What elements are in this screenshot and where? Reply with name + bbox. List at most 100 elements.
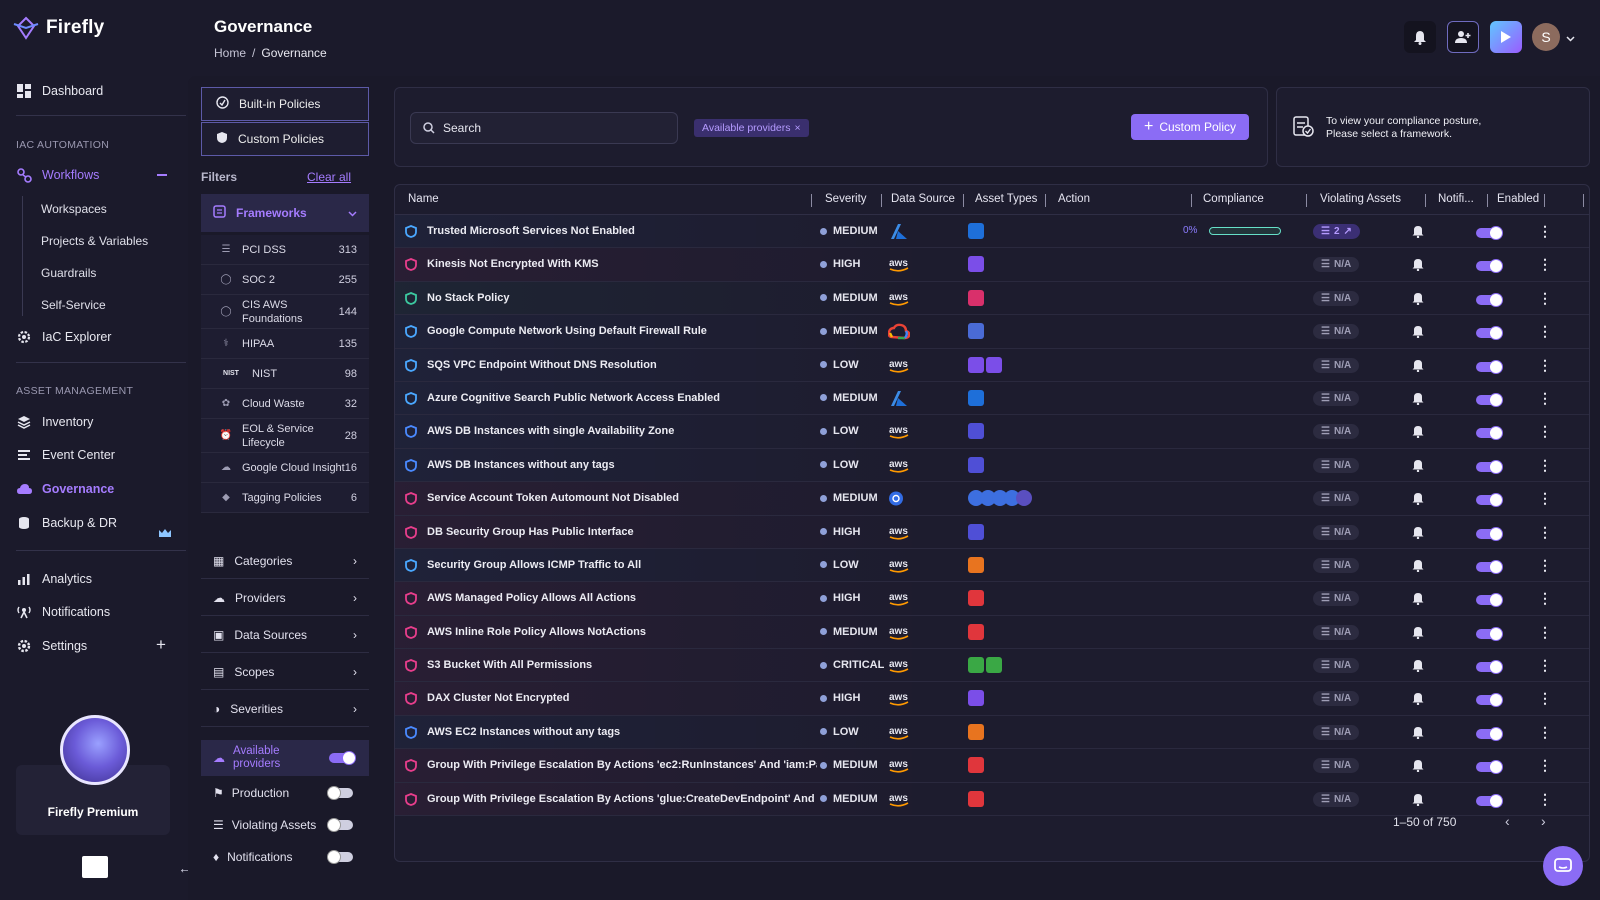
more-options-icon[interactable]: ⋮	[1538, 323, 1552, 340]
avatar[interactable]: S	[1532, 23, 1560, 51]
nav-backup-dr[interactable]: Backup & DR	[16, 512, 117, 534]
table-row[interactable]: AWS Managed Policy Allows All Actions HIG…	[395, 582, 1589, 616]
policy-name[interactable]: No Stack Policy	[427, 291, 510, 304]
enabled-toggle[interactable]	[1476, 526, 1503, 541]
policy-name[interactable]: AWS DB Instances without any tags	[427, 458, 615, 471]
more-options-icon[interactable]: ⋮	[1538, 690, 1552, 707]
notifications-button[interactable]	[1404, 21, 1436, 53]
bell-icon[interactable]	[1412, 392, 1424, 405]
bell-icon[interactable]	[1412, 359, 1424, 372]
more-options-icon[interactable]: ⋮	[1538, 723, 1552, 740]
nav-settings[interactable]: Settings	[16, 635, 87, 657]
enabled-toggle[interactable]	[1476, 459, 1503, 474]
table-row[interactable]: Kinesis Not Encrypted With KMS HIGH aws ☰ N/…	[395, 248, 1589, 282]
nav-projects-variables[interactable]: Projects & Variables	[41, 234, 149, 248]
prev-page-button[interactable]: ‹	[1505, 813, 1510, 829]
table-row[interactable]: S3 Bucket With All Permissions CRITICAL aw…	[395, 649, 1589, 683]
policy-name[interactable]: Security Group Allows ICMP Traffic to Al…	[427, 558, 642, 571]
breadcrumb-home[interactable]: Home	[214, 46, 247, 60]
bell-icon[interactable]	[1412, 292, 1424, 305]
more-options-icon[interactable]: ⋮	[1538, 256, 1552, 273]
bell-icon[interactable]	[1412, 459, 1424, 472]
col-resizer[interactable]	[1544, 194, 1545, 207]
nav-analytics[interactable]: Analytics	[16, 568, 92, 590]
filter-scopes[interactable]: ▤ Scopes ›	[201, 654, 369, 690]
policy-name[interactable]: DB Security Group Has Public Interface	[427, 525, 634, 538]
table-row[interactable]: No Stack Policy MEDIUM aws ☰ N/A ⋮	[395, 281, 1589, 316]
col-notifications[interactable]: Notifi...	[1438, 193, 1474, 205]
col-resizer[interactable]	[1487, 194, 1488, 207]
table-row[interactable]: Trusted Microsoft Services Not Enabled ME…	[395, 215, 1589, 249]
enabled-toggle[interactable]	[1476, 660, 1503, 675]
table-row[interactable]: AWS Inline Role Policy Allows NotActions…	[395, 615, 1589, 650]
col-violating-assets[interactable]: Violating Assets	[1320, 193, 1401, 205]
close-icon[interactable]: ×	[794, 122, 801, 134]
next-page-button[interactable]: ›	[1541, 813, 1546, 829]
table-row[interactable]: AWS EC2 Instances without any tags LOW aws…	[395, 715, 1589, 750]
more-options-icon[interactable]: ⋮	[1538, 623, 1552, 640]
nav-workspaces[interactable]: Workspaces	[41, 202, 107, 216]
table-row[interactable]: DAX Cluster Not Encrypted HIGH aws ☰ N/A ⋮	[395, 682, 1589, 716]
framework-cis-aws[interactable]: ◯ CIS AWS Foundations 144	[201, 295, 369, 329]
enabled-toggle[interactable]	[1476, 793, 1503, 808]
nav-governance[interactable]: Governance	[16, 478, 114, 500]
bell-icon[interactable]	[1412, 492, 1424, 506]
bell-icon[interactable]	[1412, 258, 1424, 272]
frameworks-section-header[interactable]: Frameworks	[201, 194, 369, 232]
policy-name[interactable]: AWS DB Instances with single Availabilit…	[427, 425, 675, 438]
chevron-down-icon[interactable]	[1566, 31, 1575, 45]
collapse-minus-icon[interactable]	[157, 174, 167, 176]
framework-nist[interactable]: NIST NIST 98	[201, 359, 369, 389]
production-toggle[interactable]	[327, 786, 353, 800]
tab-built-in-policies[interactable]: Built-in Policies	[201, 87, 369, 121]
table-row[interactable]: Security Group Allows ICMP Traffic to Al…	[395, 548, 1589, 583]
col-compliance[interactable]: Compliance	[1203, 193, 1264, 205]
col-enabled[interactable]: Enabled	[1497, 193, 1540, 205]
enabled-toggle[interactable]	[1476, 426, 1503, 441]
available-providers-toggle[interactable]	[329, 751, 356, 765]
nav-self-service[interactable]: Self-Service	[41, 298, 106, 312]
bell-icon[interactable]	[1412, 759, 1424, 773]
more-options-icon[interactable]: ⋮	[1538, 289, 1552, 306]
policy-name[interactable]: AWS Inline Role Policy Allows NotActions	[427, 625, 647, 638]
policy-name[interactable]: Azure Cognitive Search Public Network Ac…	[427, 391, 721, 404]
bell-icon[interactable]	[1412, 526, 1424, 539]
more-options-icon[interactable]: ⋮	[1538, 389, 1552, 406]
col-resizer[interactable]	[963, 194, 964, 207]
bell-icon[interactable]	[1412, 659, 1424, 673]
bell-icon[interactable]	[1412, 726, 1424, 739]
col-resizer[interactable]	[1045, 194, 1046, 207]
enabled-toggle[interactable]	[1476, 259, 1503, 274]
col-resizer[interactable]	[1425, 194, 1426, 207]
play-tour-button[interactable]	[1490, 21, 1522, 53]
more-options-icon[interactable]: ⋮	[1538, 590, 1552, 607]
nav-notifications[interactable]: Notifications	[16, 601, 110, 623]
filter-chip[interactable]: Available providers ×	[694, 119, 809, 137]
bell-icon[interactable]	[1412, 225, 1424, 238]
filter-categories[interactable]: ▦ Categories ›	[201, 543, 369, 579]
external-link-icon[interactable]: ↗	[1343, 226, 1352, 237]
enabled-toggle[interactable]	[1476, 760, 1503, 775]
more-options-icon[interactable]: ⋮	[1538, 356, 1552, 373]
col-resizer[interactable]	[1583, 194, 1584, 207]
col-resizer[interactable]	[1306, 194, 1307, 207]
enabled-toggle[interactable]	[1476, 626, 1503, 641]
invite-user-button[interactable]	[1447, 21, 1479, 53]
policy-name[interactable]: Trusted Microsoft Services Not Enabled	[427, 225, 635, 237]
col-resizer[interactable]	[881, 194, 882, 207]
col-name[interactable]: Name	[408, 193, 439, 205]
bell-icon[interactable]	[1412, 592, 1424, 606]
bell-icon[interactable]	[1412, 692, 1424, 706]
more-options-icon[interactable]: ⋮	[1538, 490, 1552, 507]
policy-name[interactable]: Service Account Token Automount Not Disa…	[427, 492, 680, 505]
search-input[interactable]: Search	[410, 112, 678, 144]
col-resizer[interactable]	[811, 194, 812, 207]
more-options-icon[interactable]: ⋮	[1538, 657, 1552, 674]
col-asset-types[interactable]: Asset Types	[975, 193, 1038, 205]
nav-inventory[interactable]: Inventory	[16, 411, 93, 433]
enabled-toggle[interactable]	[1476, 593, 1503, 608]
enabled-toggle[interactable]	[1476, 726, 1503, 741]
clear-all-link[interactable]: Clear all	[307, 170, 352, 184]
more-options-icon[interactable]: ⋮	[1538, 456, 1552, 473]
policy-name[interactable]: AWS EC2 Instances without any tags	[427, 725, 621, 738]
